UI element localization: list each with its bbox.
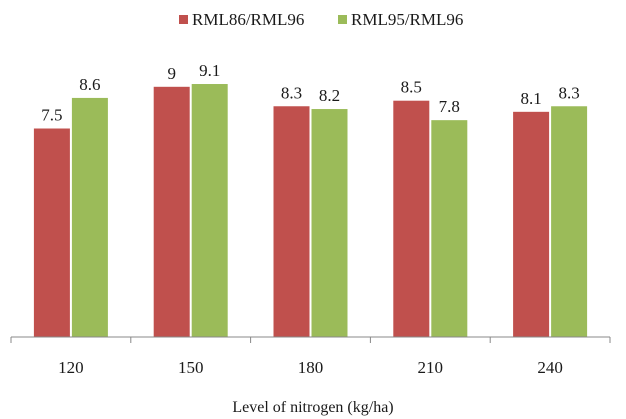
x-tick-label-150: 150 <box>178 358 204 377</box>
bar-1-210 <box>393 100 430 337</box>
data-labels: 7.5 8.6 9 9.1 8.3 8.2 8.5 7.8 8.1 8.3 <box>41 61 579 124</box>
bars <box>33 84 588 338</box>
data-label-1-240: 8.1 <box>520 89 541 108</box>
data-label-2-150: 9.1 <box>199 61 220 80</box>
data-label-2-180: 8.2 <box>319 86 340 105</box>
legend-label-2: RML95/RML96 <box>351 10 463 29</box>
data-label-2-240: 8.3 <box>558 83 579 102</box>
x-tick-label-210: 210 <box>418 358 444 377</box>
bar-2-180 <box>311 109 348 337</box>
bar-1-180 <box>273 106 310 337</box>
legend-label-1: RML86/RML96 <box>192 10 304 29</box>
legend-swatch-1 <box>179 15 188 24</box>
bar-1-240 <box>513 111 550 337</box>
bar-1-120 <box>33 128 70 337</box>
data-label-1-210: 8.5 <box>401 78 422 97</box>
x-tick-label-120: 120 <box>58 358 84 377</box>
legend: RML86/RML96 RML95/RML96 <box>179 10 463 29</box>
bar-2-240 <box>551 106 588 337</box>
bar-2-210 <box>431 120 468 337</box>
bar-2-120 <box>71 97 108 337</box>
x-tick-label-240: 240 <box>537 358 563 377</box>
x-axis-title: Level of nitrogen (kg/ha) <box>232 399 393 416</box>
x-tick-labels: 120 150 180 210 240 <box>58 358 563 377</box>
legend-swatch-2 <box>338 15 347 24</box>
x-ticks <box>10 337 611 343</box>
data-label-1-180: 8.3 <box>281 83 302 102</box>
data-label-1-120: 7.5 <box>41 106 62 125</box>
bar-1-150 <box>153 86 190 337</box>
data-label-2-210: 7.8 <box>439 97 460 116</box>
data-label-1-150: 9 <box>167 64 176 83</box>
x-tick-label-180: 180 <box>298 358 324 377</box>
data-label-2-120: 8.6 <box>79 75 100 94</box>
bar-2-150 <box>191 84 228 338</box>
